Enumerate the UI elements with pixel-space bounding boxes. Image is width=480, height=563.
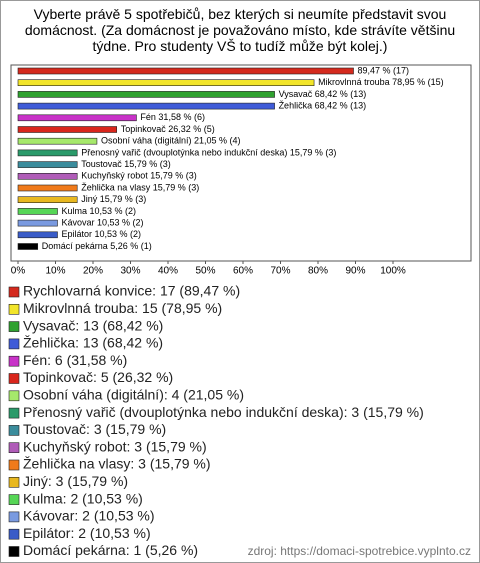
legend-swatch bbox=[8, 459, 20, 471]
bar bbox=[17, 137, 98, 145]
x-tick-label: 60% bbox=[233, 266, 253, 277]
legend-label: Žehlička na vlasy: 3 (15,79 %) bbox=[23, 456, 211, 472]
bar bbox=[17, 196, 78, 203]
legend-swatch bbox=[8, 546, 20, 557]
legend-label: Epilátor: 2 (10,53 %) bbox=[23, 525, 151, 541]
legend-label: Mikrovlnná trouba: 15 (78,95 %) bbox=[23, 300, 222, 316]
bar bbox=[17, 161, 78, 168]
x-tick-label: 70% bbox=[270, 266, 290, 277]
bar bbox=[17, 184, 78, 192]
legend-swatch bbox=[8, 528, 20, 540]
legend-swatch bbox=[8, 338, 20, 350]
value-label: Osobní váha (digitální) 21,05 % (4) bbox=[101, 136, 241, 146]
legend-label: Žehlička: 13 (68,42 %) bbox=[23, 335, 163, 351]
x-tick-label: 100% bbox=[380, 266, 406, 277]
value-label: Kulma 10,53 % (2) bbox=[61, 206, 136, 216]
value-label: Žehlička 68,42 % (13) bbox=[279, 100, 367, 110]
legend-swatch bbox=[8, 355, 20, 367]
legend-swatch bbox=[8, 286, 20, 298]
x-tick-label: 80% bbox=[308, 266, 328, 277]
value-label: Domácí pekárna 5,26 % (1) bbox=[42, 241, 152, 251]
legend-swatch bbox=[8, 407, 20, 419]
value-label: Vysavač 68,42 % (13) bbox=[279, 89, 367, 99]
value-label: Toustovač 15,79 % (3) bbox=[81, 159, 171, 169]
bar bbox=[17, 91, 275, 98]
chart-title: Vyberte právě 5 spotřebičů, bez kterých … bbox=[24, 6, 456, 54]
legend-swatch bbox=[8, 476, 20, 488]
x-tick-label: 10% bbox=[45, 266, 65, 277]
legend-swatch bbox=[8, 321, 20, 332]
legend-swatch bbox=[8, 373, 20, 384]
x-tick-label: 90% bbox=[345, 266, 365, 277]
bar bbox=[17, 173, 78, 180]
value-label: Jiný 15,79 % (3) bbox=[81, 194, 146, 204]
legend-swatch bbox=[8, 425, 20, 436]
legend-label: Kuchyňský robot: 3 (15,79 %) bbox=[23, 438, 207, 454]
value-label: Epilátor 10,53 % (2) bbox=[61, 229, 141, 239]
legend-swatch bbox=[8, 303, 20, 315]
bar bbox=[17, 114, 137, 122]
bar bbox=[17, 208, 58, 215]
bar bbox=[17, 102, 275, 110]
legend-swatch bbox=[8, 390, 20, 402]
legend-label: Fén: 6 (31,58 %) bbox=[23, 352, 127, 368]
legend-label: Kávovar: 2 (10,53 %) bbox=[23, 508, 155, 524]
legend-label: Toustovač: 3 (15,79 %) bbox=[23, 421, 166, 437]
legend-label: Přenosný vařič (dvouplotýnka nebo indukč… bbox=[23, 404, 424, 420]
value-label: Přenosný vařič (dvouplotýnka nebo indukč… bbox=[81, 147, 336, 157]
value-label: Kuchyňský robot 15,79 % (3) bbox=[81, 171, 197, 181]
legend-label: Jiný: 3 (15,79 %) bbox=[23, 473, 128, 489]
bar bbox=[17, 67, 354, 75]
value-label: Topinkovač 26,32 % (5) bbox=[121, 124, 215, 134]
legend-label: Kulma: 2 (10,53 %) bbox=[23, 490, 143, 506]
legend-label: Domácí pekárna: 1 (5,26 %) bbox=[23, 542, 198, 558]
value-label: Kávovar 10,53 % (2) bbox=[61, 217, 143, 227]
bar bbox=[17, 149, 78, 157]
legend-label: Rychlovarná konvice: 17 (89,47 %) bbox=[23, 283, 240, 299]
value-label: Mikrovlnná trouba 78,95 % (15) bbox=[318, 77, 444, 87]
x-tick-label: 0% bbox=[11, 266, 26, 277]
legend-label: Topinkovač: 5 (26,32 %) bbox=[23, 369, 173, 385]
value-label: Fén 31,58 % (6) bbox=[140, 112, 205, 122]
x-tick-label: 40% bbox=[158, 266, 178, 277]
bar bbox=[17, 219, 58, 227]
legend-swatch bbox=[8, 511, 20, 523]
bar bbox=[17, 126, 117, 133]
source: zdroj: https://domaci-spotrebice.vyplnto… bbox=[248, 544, 471, 558]
bar bbox=[17, 79, 315, 86]
x-tick-label: 20% bbox=[83, 266, 103, 277]
x-tick-label: 30% bbox=[120, 266, 140, 277]
legend-label: Vysavač: 13 (68,42 %) bbox=[23, 317, 163, 333]
legend-swatch bbox=[8, 442, 20, 454]
legend-label: Osobní váha (digitální): 4 (21,05 %) bbox=[23, 387, 244, 403]
value-label: 89,47 % (17) bbox=[358, 65, 410, 75]
x-tick-label: 50% bbox=[195, 266, 215, 277]
bar bbox=[17, 231, 58, 239]
value-label: Žehlička na vlasy 15,79 % (3) bbox=[81, 182, 199, 192]
legend-swatch bbox=[8, 494, 20, 505]
bar bbox=[17, 243, 39, 250]
